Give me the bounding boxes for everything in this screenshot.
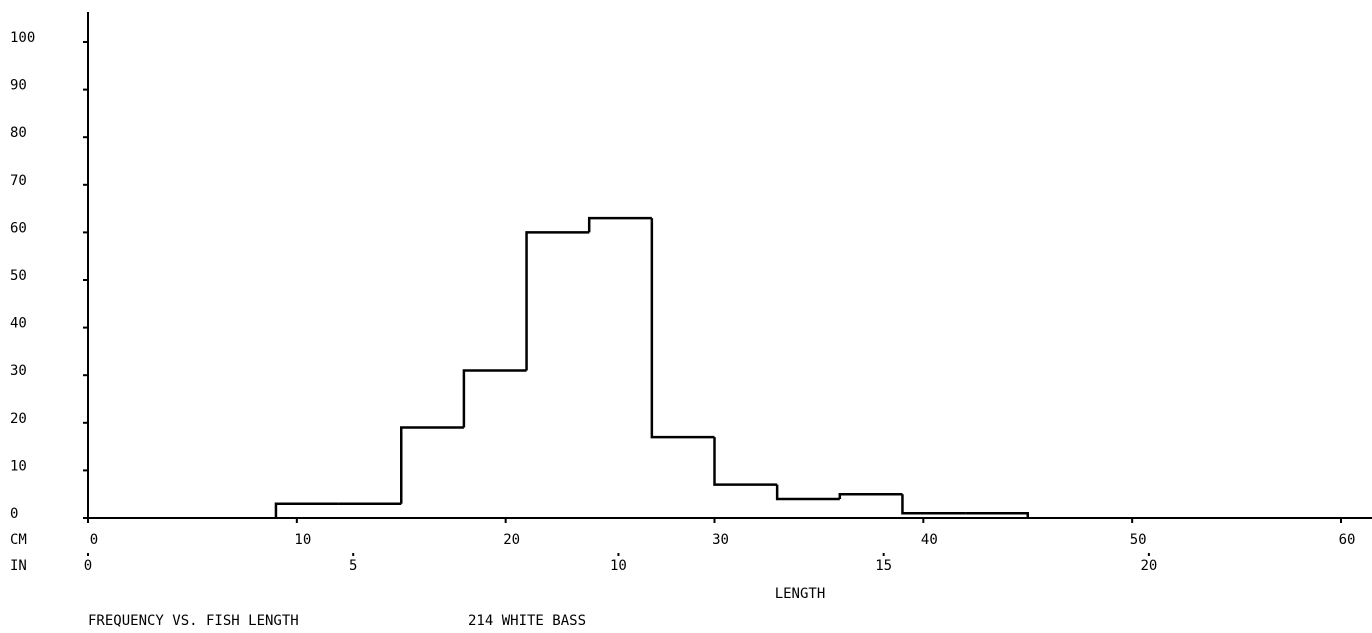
- y-tick-label: 40: [10, 316, 27, 332]
- histogram-bar: [965, 511, 1029, 518]
- y-tick-label: 70: [10, 173, 27, 189]
- y-tick-label: 50: [10, 268, 27, 284]
- histogram-bar: [274, 502, 339, 518]
- y-tick-label: 100: [10, 30, 35, 46]
- y-tick-label: 30: [10, 363, 27, 379]
- histogram-bar: [775, 484, 840, 501]
- x2-tick-label: 5: [349, 558, 357, 574]
- histogram-bar: [400, 426, 464, 504]
- x2-tick-label: 20: [1140, 558, 1157, 574]
- x-tick-label: 0: [90, 532, 98, 548]
- y-tick-label: 80: [10, 125, 27, 141]
- histogram-bar: [462, 369, 527, 428]
- x-tick-label: 10: [294, 532, 311, 548]
- y-tick-label: 60: [10, 220, 27, 236]
- x-tick-label: 30: [712, 532, 729, 548]
- histogram-bar: [650, 218, 715, 439]
- x2-tick-label: 10: [610, 558, 627, 574]
- x-tick-label: 20: [503, 532, 520, 548]
- y-tick-label: 0: [10, 506, 18, 522]
- y-tick-label: 90: [10, 78, 27, 94]
- x-axis-label: LENGTH: [775, 586, 826, 602]
- x-tick-label: 60: [1339, 532, 1356, 548]
- chart-subtitle: 214 WHITE BASS: [468, 613, 586, 629]
- x-tick-label: 50: [1130, 532, 1147, 548]
- y-tick-label: 20: [10, 411, 27, 427]
- x2-tick-label: 0: [84, 558, 92, 574]
- chart-title: FREQUENCY VS. FISH LENGTH: [88, 613, 299, 629]
- x2-unit-label: IN: [10, 558, 27, 574]
- histogram-bar: [713, 437, 778, 486]
- x-unit-label: CM: [10, 532, 27, 548]
- histogram-bar: [901, 494, 966, 515]
- histogram-bar: [525, 231, 590, 371]
- y-tick-label: 10: [10, 458, 27, 474]
- x-tick-label: 40: [921, 532, 938, 548]
- histogram-bar: [838, 492, 903, 499]
- histogram-bar: [587, 216, 652, 233]
- x2-tick-label: 15: [875, 558, 892, 574]
